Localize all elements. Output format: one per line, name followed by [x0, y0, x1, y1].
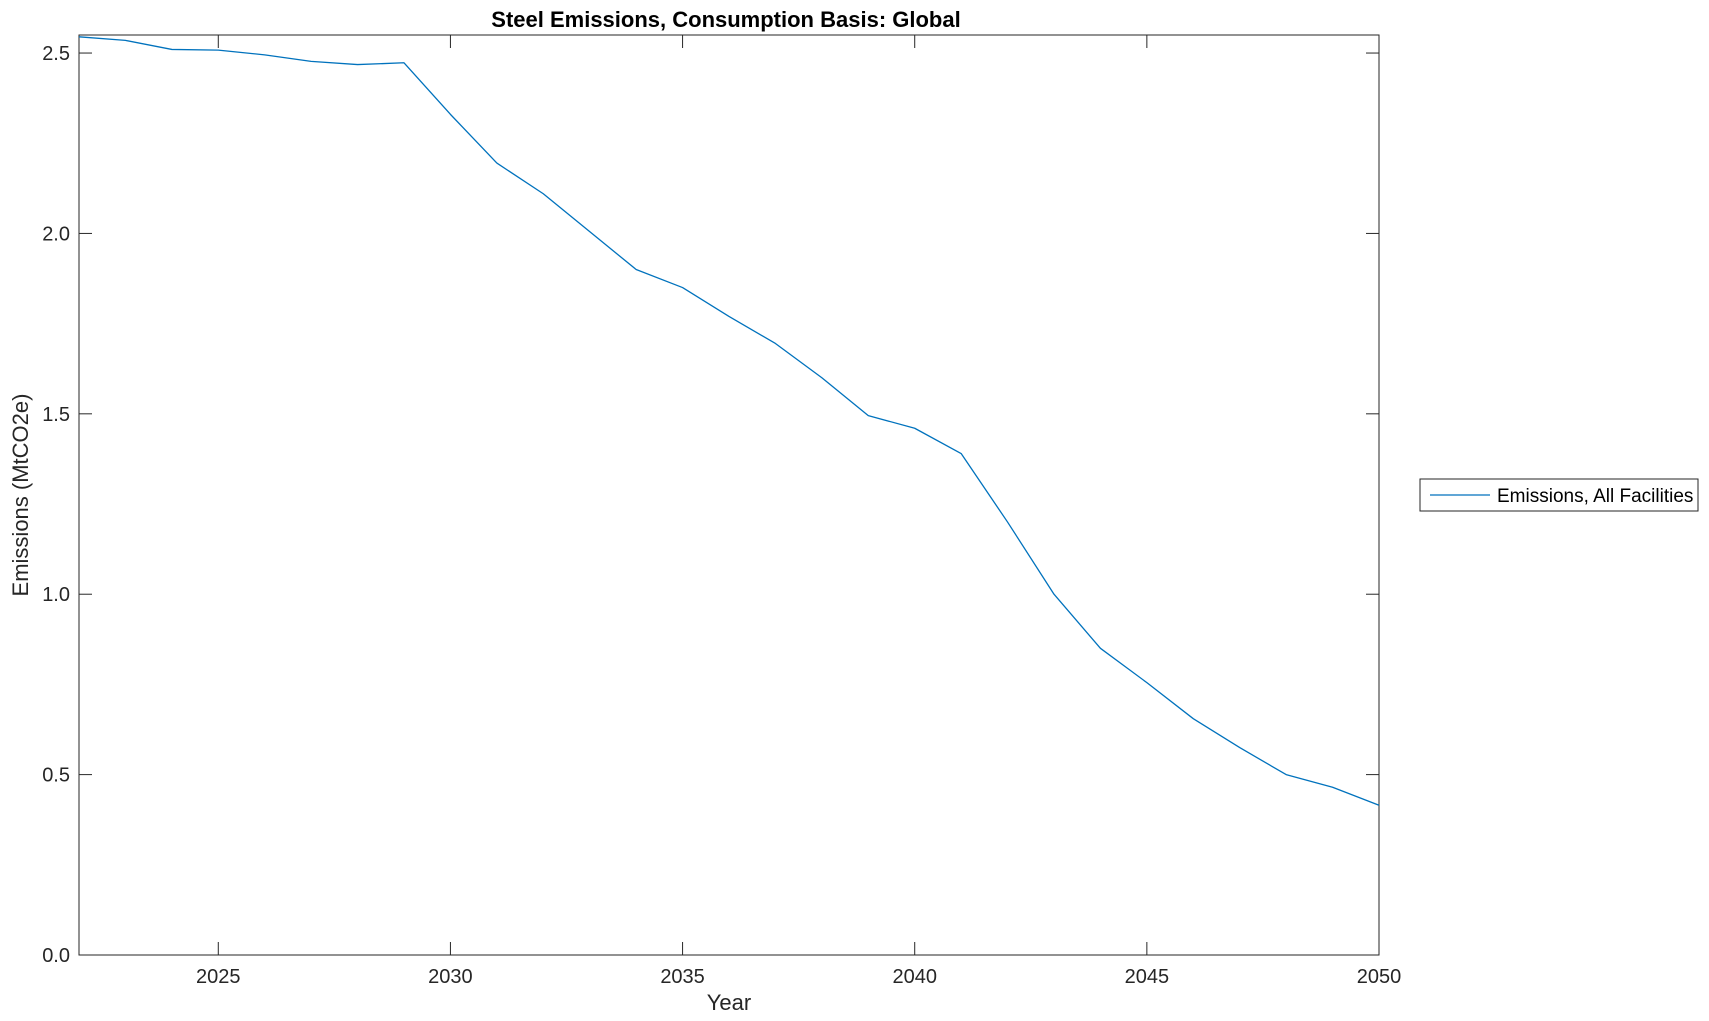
y-axis: 0.0 0.5 1.0 1.5 2.0 2.5	[42, 43, 1379, 967]
x-tick-label: 2025	[196, 966, 241, 988]
x-tick-label: 2030	[428, 966, 473, 988]
chart-title: Steel Emissions, Consumption Basis: Glob…	[491, 7, 960, 32]
legend-label: Emissions, All Facilities	[1497, 486, 1693, 507]
series-line-emissions	[78, 36, 1380, 806]
y-tick-label: 2.0	[42, 223, 70, 245]
x-tick-label: 2045	[1125, 966, 1170, 988]
y-tick-label: 1.5	[42, 404, 70, 426]
x-tick-label: 2050	[1357, 966, 1402, 988]
y-tick-label: 0.0	[42, 945, 70, 967]
y-axis-title: Emissions (MtCO2e)	[8, 394, 33, 597]
y-tick-label: 0.5	[42, 765, 70, 787]
y-tick-label: 1.0	[42, 584, 70, 606]
plot-area	[78, 34, 1380, 956]
x-tick-label: 2035	[660, 966, 705, 988]
legend: Emissions, All Facilities	[1419, 478, 1699, 512]
x-tick-label: 2040	[892, 966, 937, 988]
series-layer	[78, 36, 1380, 806]
x-axis-title: Year	[707, 990, 751, 1015]
x-axis: 2025 2030 2035 2040 2045 2050	[196, 35, 1401, 988]
y-tick-label: 2.5	[42, 43, 70, 65]
